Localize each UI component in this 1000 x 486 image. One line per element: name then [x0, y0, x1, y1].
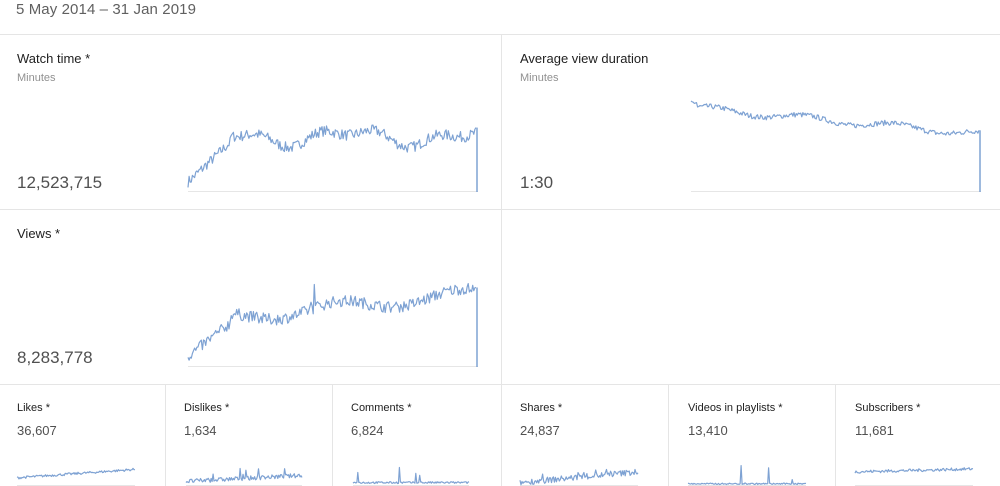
avg-view-duration-title: Average view duration [520, 51, 649, 66]
likes-value: 36,607 [17, 423, 57, 438]
comments-sparkline [352, 466, 470, 486]
subscribers-value: 11,681 [855, 423, 894, 438]
watch-time-title: Watch time * [17, 51, 91, 66]
comments-title: Comments * [351, 402, 412, 414]
views-title: Views * [17, 226, 61, 241]
divider [332, 384, 333, 486]
dislikes-value: 1,634 [184, 423, 217, 438]
sparkline-line [352, 466, 470, 485]
sparkline-line [687, 464, 807, 486]
subscribers-title: Subscribers * [855, 402, 921, 414]
sparkline-line [16, 467, 136, 480]
sparkline-line [187, 283, 477, 361]
sparkline-line [690, 100, 980, 136]
watch-time-value: 12,523,715 [17, 173, 103, 192]
videos-in-playlists-value: 13,410 [688, 423, 728, 438]
avg-view-duration-unit: Minutes [520, 72, 559, 84]
shares-title: Shares * [520, 402, 563, 414]
divider [0, 209, 1000, 210]
likes-title: Likes * [17, 402, 51, 414]
views-value: 8,283,778 [17, 348, 93, 367]
avg-view-duration-value: 1:30 [520, 173, 554, 192]
comments-value: 6,824 [351, 423, 384, 438]
sparkline-line [854, 467, 974, 474]
videos-in-playlists-title: Videos in playlists * [688, 402, 783, 414]
dislikes-sparkline [185, 467, 303, 486]
subscribers-sparkline [854, 467, 974, 486]
divider [668, 384, 669, 486]
date-range[interactable]: 5 May 2014 – 31 Jan 2019 [16, 1, 197, 18]
views-sparkline [187, 283, 478, 367]
sparkline-line [187, 124, 477, 188]
shares-sparkline [519, 468, 639, 486]
watch-time-unit: Minutes [17, 72, 56, 84]
sparkline-line [519, 468, 639, 486]
divider [501, 34, 502, 384]
avg-view-duration-sparkline [690, 100, 981, 192]
divider [165, 384, 166, 486]
videos-in-playlists-sparkline [687, 464, 807, 486]
divider [835, 384, 836, 486]
dislikes-title: Dislikes * [184, 402, 230, 414]
sparkline-line [185, 467, 303, 484]
watch-time-sparkline [187, 124, 478, 192]
divider [0, 384, 1000, 385]
divider [0, 34, 1000, 35]
divider [501, 384, 502, 486]
likes-sparkline [16, 467, 136, 486]
shares-value: 24,837 [520, 423, 560, 438]
